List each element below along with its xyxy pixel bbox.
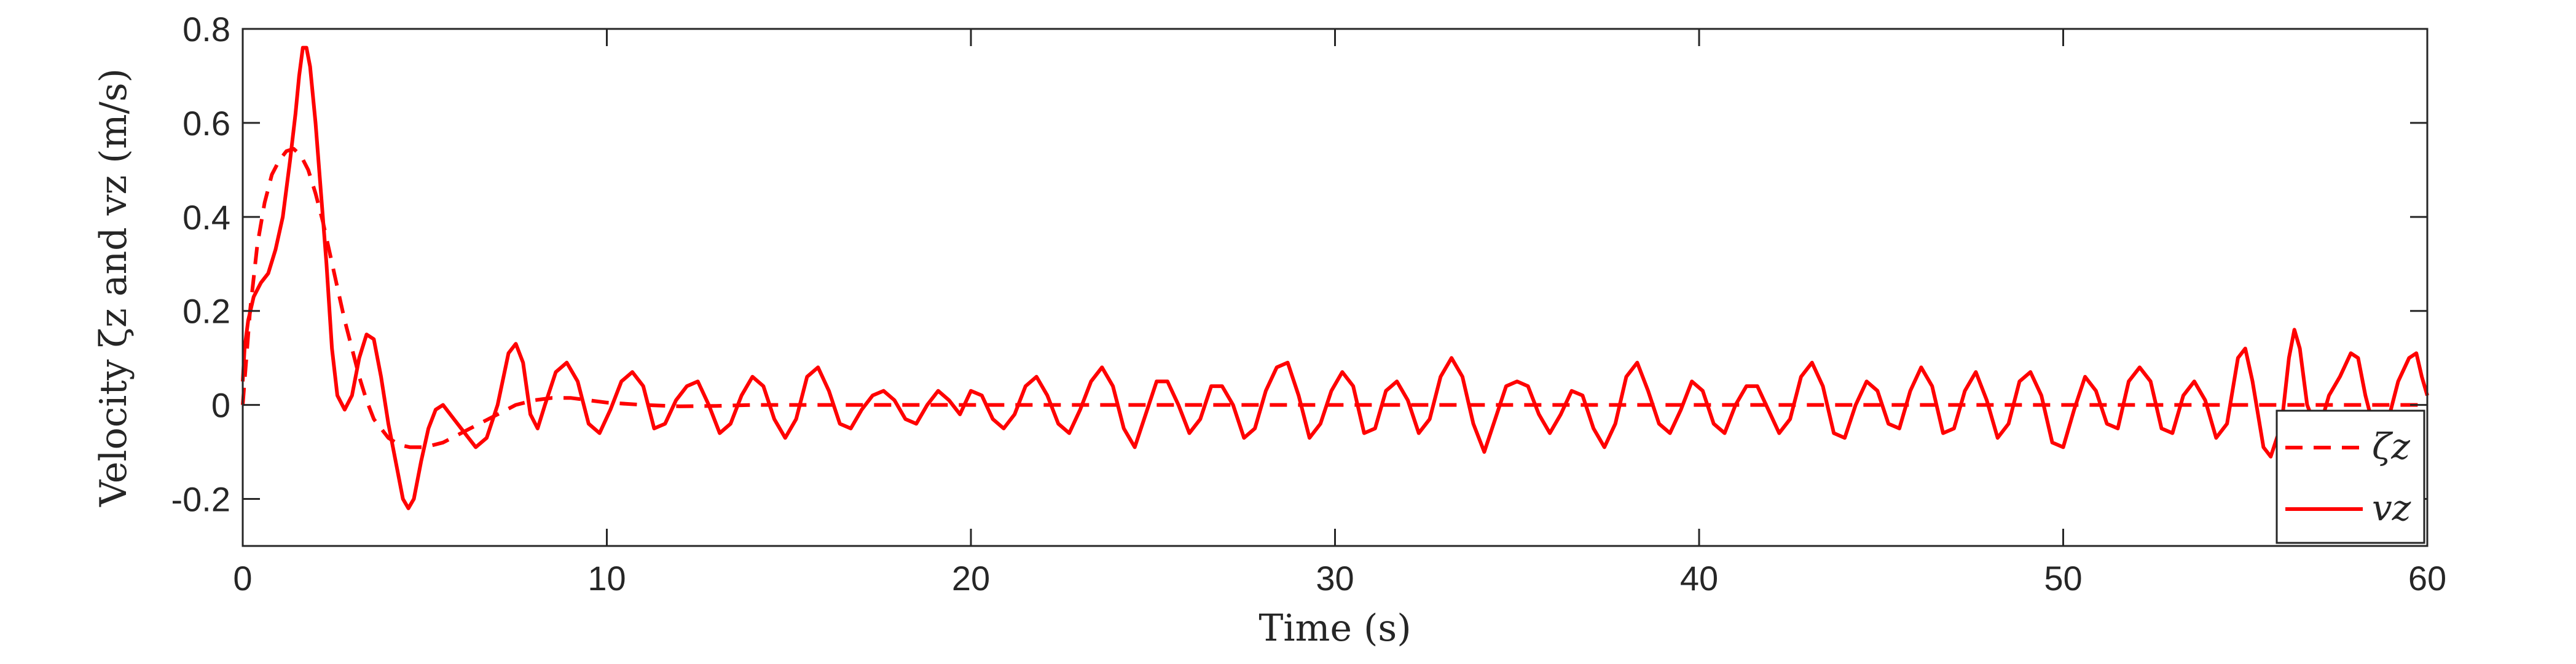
series-line-zeta-z <box>241 147 2427 449</box>
y-tick-label: 0.8 <box>183 10 230 49</box>
legend-label: ζz <box>2372 425 2410 467</box>
legend: ζz vz <box>2276 409 2425 544</box>
x-tick-label: 10 <box>587 559 626 598</box>
y-tick-label: 0.6 <box>183 104 230 143</box>
legend-label: vz <box>2372 487 2411 529</box>
y-axis: -0.2 0 0.2 0.4 0.6 0.8 <box>171 10 2427 519</box>
x-tick-label: 50 <box>2044 559 2082 598</box>
y-axis-title: Velocity ζz and vz (m/s) <box>92 68 135 507</box>
series-line-v-z <box>241 45 2429 510</box>
plot-background <box>243 29 2427 546</box>
x-tick-label: 60 <box>2408 559 2446 598</box>
y-tick-label: 0 <box>211 386 230 425</box>
series-layer <box>241 45 2429 510</box>
x-tick-label: 30 <box>1316 559 1354 598</box>
x-tick-label: 40 <box>1680 559 1718 598</box>
y-tick-label: 0.4 <box>183 198 230 237</box>
y-tick-label: -0.2 <box>171 480 231 519</box>
x-tick-label: 20 <box>952 559 990 598</box>
x-axis: 0 10 20 30 40 50 60 <box>233 29 2446 598</box>
x-axis-title: Time (s) <box>1259 607 1411 650</box>
y-tick-label: 0.2 <box>183 292 230 331</box>
x-tick-label: 0 <box>233 559 252 598</box>
legend-box <box>2276 409 2425 544</box>
